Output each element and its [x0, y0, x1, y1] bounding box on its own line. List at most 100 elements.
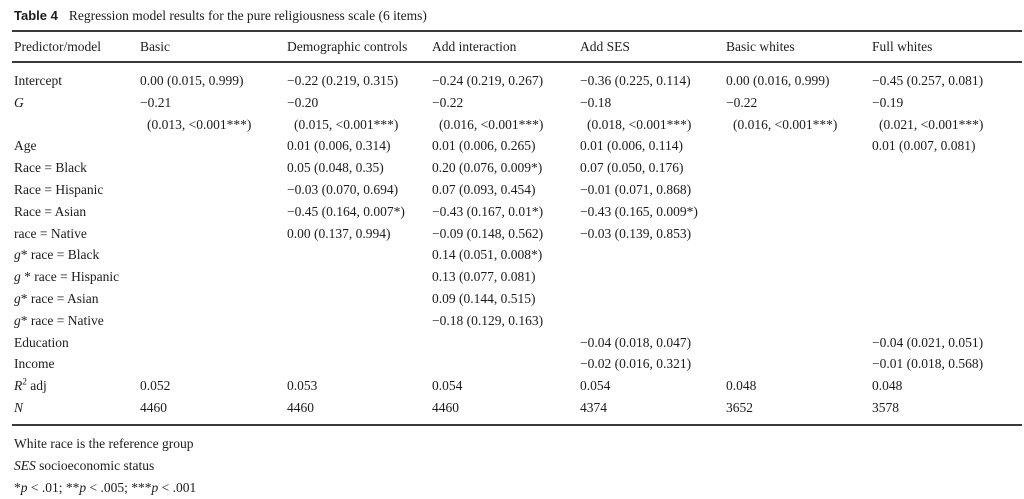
cell-line: −0.02 (0.016, 0.321) — [580, 356, 692, 372]
table-row: g* race = Black 0.14 (0.051, 0.008*) — [12, 244, 1022, 266]
value-cell: 4374 — [578, 396, 724, 426]
cell-line: −0.01 (0.071, 0.868) — [580, 181, 692, 197]
value-cell — [138, 353, 285, 375]
cell-line: 0.00 (0.016, 0.999) — [726, 73, 830, 88]
table-row: g* race = Native −0.18 (0.129, 0.163) — [12, 310, 1022, 332]
value-cell — [724, 244, 870, 266]
table-row: Income −0.02 (0.016, 0.321) −0.01 (0.018, … — [12, 353, 1022, 375]
value-cell — [138, 135, 285, 157]
value-cell: 4460 — [285, 396, 430, 426]
value-cell — [724, 288, 870, 310]
cell-line: 0.048 — [726, 378, 757, 394]
value-cell — [578, 266, 724, 288]
value-cell: 0.053 — [285, 375, 430, 397]
value-cell — [285, 288, 430, 310]
cell-line: −0.01 (0.018, 0.568) — [872, 356, 984, 372]
cell-line: 0.07 (0.050, 0.176) — [580, 160, 684, 176]
value-cell: −0.04 (0.021, 0.051) — [870, 332, 1022, 354]
cell-line: 4460 — [140, 399, 167, 415]
column-header-basic-whites: Basic whites — [724, 31, 870, 63]
value-cell: −0.03 (0.139, 0.853) — [578, 223, 724, 245]
predictor-cell: g* race = Asian — [14, 290, 99, 306]
value-cell: −0.43 (0.165, 0.009*) — [578, 201, 724, 223]
value-cell — [285, 332, 430, 354]
cell-line: 4374 — [580, 399, 607, 415]
cell-line: 0.01 (0.007, 0.081) — [872, 138, 976, 154]
value-cell: −0.18 (0.129, 0.163) — [430, 310, 578, 332]
value-cell — [138, 244, 285, 266]
predictor-cell: Education — [14, 334, 69, 350]
header-row: Predictor/model Basic Demographic contro… — [12, 31, 1022, 63]
value-cell — [870, 179, 1022, 201]
value-cell: −0.09 (0.148, 0.562) — [430, 223, 578, 245]
value-cell — [285, 266, 430, 288]
predictor-cell: Race = Hispanic — [14, 181, 104, 197]
value-cell: −0.02 (0.016, 0.321) — [578, 353, 724, 375]
value-cell: −0.01 (0.071, 0.868) — [578, 179, 724, 201]
table-caption-label: Table 4 — [14, 8, 58, 23]
cell-line: −0.36 (0.225, 0.114) — [580, 73, 691, 88]
value-cell — [138, 310, 285, 332]
cell-line: 0.00 (0.137, 0.994) — [287, 225, 391, 241]
value-cell: 0.20 (0.076, 0.009*) — [430, 157, 578, 179]
table-body: Intercept 0.00 (0.015, 0.999) −0.22 (0.219… — [12, 62, 1022, 426]
value-cell: 0.01 (0.006, 0.114) — [578, 135, 724, 157]
value-cell — [138, 332, 285, 354]
table-row: R2 adj 0.052 0.053 0.054 0.054 0.048 0.048 — [12, 375, 1022, 397]
cell-line: 3652 — [726, 399, 753, 415]
value-cell — [724, 266, 870, 288]
footnote-reference-group: White race is the reference group — [14, 435, 194, 451]
cell-line: −0.45 (0.164, 0.007*) — [287, 203, 405, 219]
value-cell — [724, 353, 870, 375]
value-cell: −0.45 (0.164, 0.007*) — [285, 201, 430, 223]
value-cell: 0.14 (0.051, 0.008*) — [430, 244, 578, 266]
table-row: Race = Hispanic −0.03 (0.070, 0.694) 0.07 … — [12, 179, 1022, 201]
table-row: N 4460 4460 4460 4374 3652 3578 — [12, 396, 1022, 426]
cell-line: 4460 — [287, 399, 314, 415]
value-cell: 4460 — [430, 396, 578, 426]
table-caption-text: Regression model results for the pure re… — [68, 8, 427, 23]
value-cell: 0.07 (0.050, 0.176) — [578, 157, 724, 179]
predictor-cell: g* race = Black — [14, 247, 100, 263]
cell-line: 0.048 — [872, 378, 903, 394]
cell-line: −0.19 — [872, 94, 904, 110]
predictor-cell: R2 adj — [14, 376, 47, 394]
cell-line: −0.20 — [287, 94, 319, 110]
cell-line: (0.016, <0.001***) — [733, 116, 838, 132]
cell-line: −0.22 — [726, 94, 758, 110]
value-cell: −0.43 (0.167, 0.01*) — [430, 201, 578, 223]
cell-line: −0.09 (0.148, 0.562) — [432, 225, 544, 241]
value-cell: 3578 — [870, 396, 1022, 426]
column-header-full-whites: Full whites — [870, 31, 1022, 63]
value-cell — [285, 310, 430, 332]
cell-line: −0.21 — [140, 94, 172, 110]
predictor-cell: race = Native — [14, 225, 87, 241]
value-cell: 4460 — [138, 396, 285, 426]
value-cell — [870, 201, 1022, 223]
predictor-cell: Intercept — [14, 73, 62, 88]
footnote-ses: SES socioeconomic status — [14, 455, 1022, 477]
cell-line: −0.45 (0.257, 0.081) — [872, 73, 984, 88]
table-row: g* race = Asian 0.09 (0.144, 0.515) — [12, 288, 1022, 310]
cell-line: 0.01 (0.006, 0.114) — [580, 138, 683, 154]
value-cell — [285, 353, 430, 375]
column-header-predictor-model: Predictor/model — [12, 31, 138, 63]
cell-line: 0.01 (0.006, 0.314) — [287, 138, 391, 154]
value-cell — [870, 310, 1022, 332]
table-row: Education −0.04 (0.018, 0.047) −0.04 (0.02… — [12, 332, 1022, 354]
table-footnotes: White race is the reference group SES so… — [14, 433, 1022, 499]
value-cell: −0.22 (0.016, <0.001***) — [724, 92, 870, 136]
value-cell — [724, 310, 870, 332]
cell-line: 0.20 (0.076, 0.009*) — [432, 160, 543, 176]
cell-line: (0.021, <0.001***) — [879, 116, 984, 132]
value-cell: 0.01 (0.007, 0.081) — [870, 135, 1022, 157]
cell-line: 0.05 (0.048, 0.35) — [287, 160, 384, 176]
table-row: Intercept 0.00 (0.015, 0.999) −0.22 (0.219… — [12, 62, 1022, 92]
cell-line: −0.43 (0.165, 0.009*) — [580, 203, 698, 219]
column-header-add-ses: Add SES — [578, 31, 724, 63]
cell-line: 3578 — [872, 399, 899, 415]
value-cell: 3652 — [724, 396, 870, 426]
value-cell — [138, 266, 285, 288]
value-cell: 0.054 — [578, 375, 724, 397]
